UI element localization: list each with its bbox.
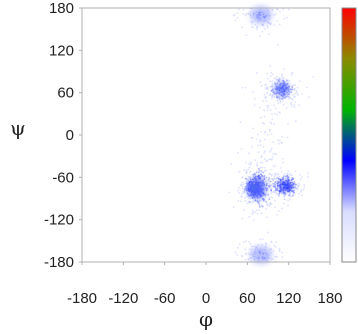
x-tick-label: 180: [317, 290, 342, 307]
y-axis-label: ψ: [10, 116, 26, 140]
y-tick-label: 180: [49, 0, 74, 17]
density-cluster: [228, 148, 287, 222]
density-cluster: [234, 231, 284, 264]
x-tick-label: -180: [67, 290, 97, 307]
x-tick-label: -60: [154, 290, 176, 307]
density-cluster: [256, 68, 315, 109]
x-tick-label: -120: [108, 290, 138, 307]
colorbar: [341, 7, 357, 263]
y-tick-label: -180: [44, 254, 74, 271]
x-tick-label: 0: [202, 290, 210, 307]
y-tick-label: -60: [52, 169, 74, 186]
y-tick-label: 0: [66, 127, 74, 144]
y-tick-label: -120: [44, 212, 74, 229]
x-tick-label: 60: [239, 290, 256, 307]
density-cluster: [237, 65, 297, 212]
y-tick-label: 120: [49, 42, 74, 59]
x-axis-label: φ: [199, 307, 213, 331]
y-axis: 180 120 60 0 -60 -120 -180: [44, 0, 82, 271]
x-tick-label: 120: [276, 290, 301, 307]
y-tick-label: 60: [57, 85, 74, 102]
plot-area: [228, 6, 315, 264]
x-axis: -180 -120 -60 0 60 120 180: [67, 262, 343, 307]
density-cluster: [265, 167, 310, 210]
density-cluster: [232, 6, 290, 46]
